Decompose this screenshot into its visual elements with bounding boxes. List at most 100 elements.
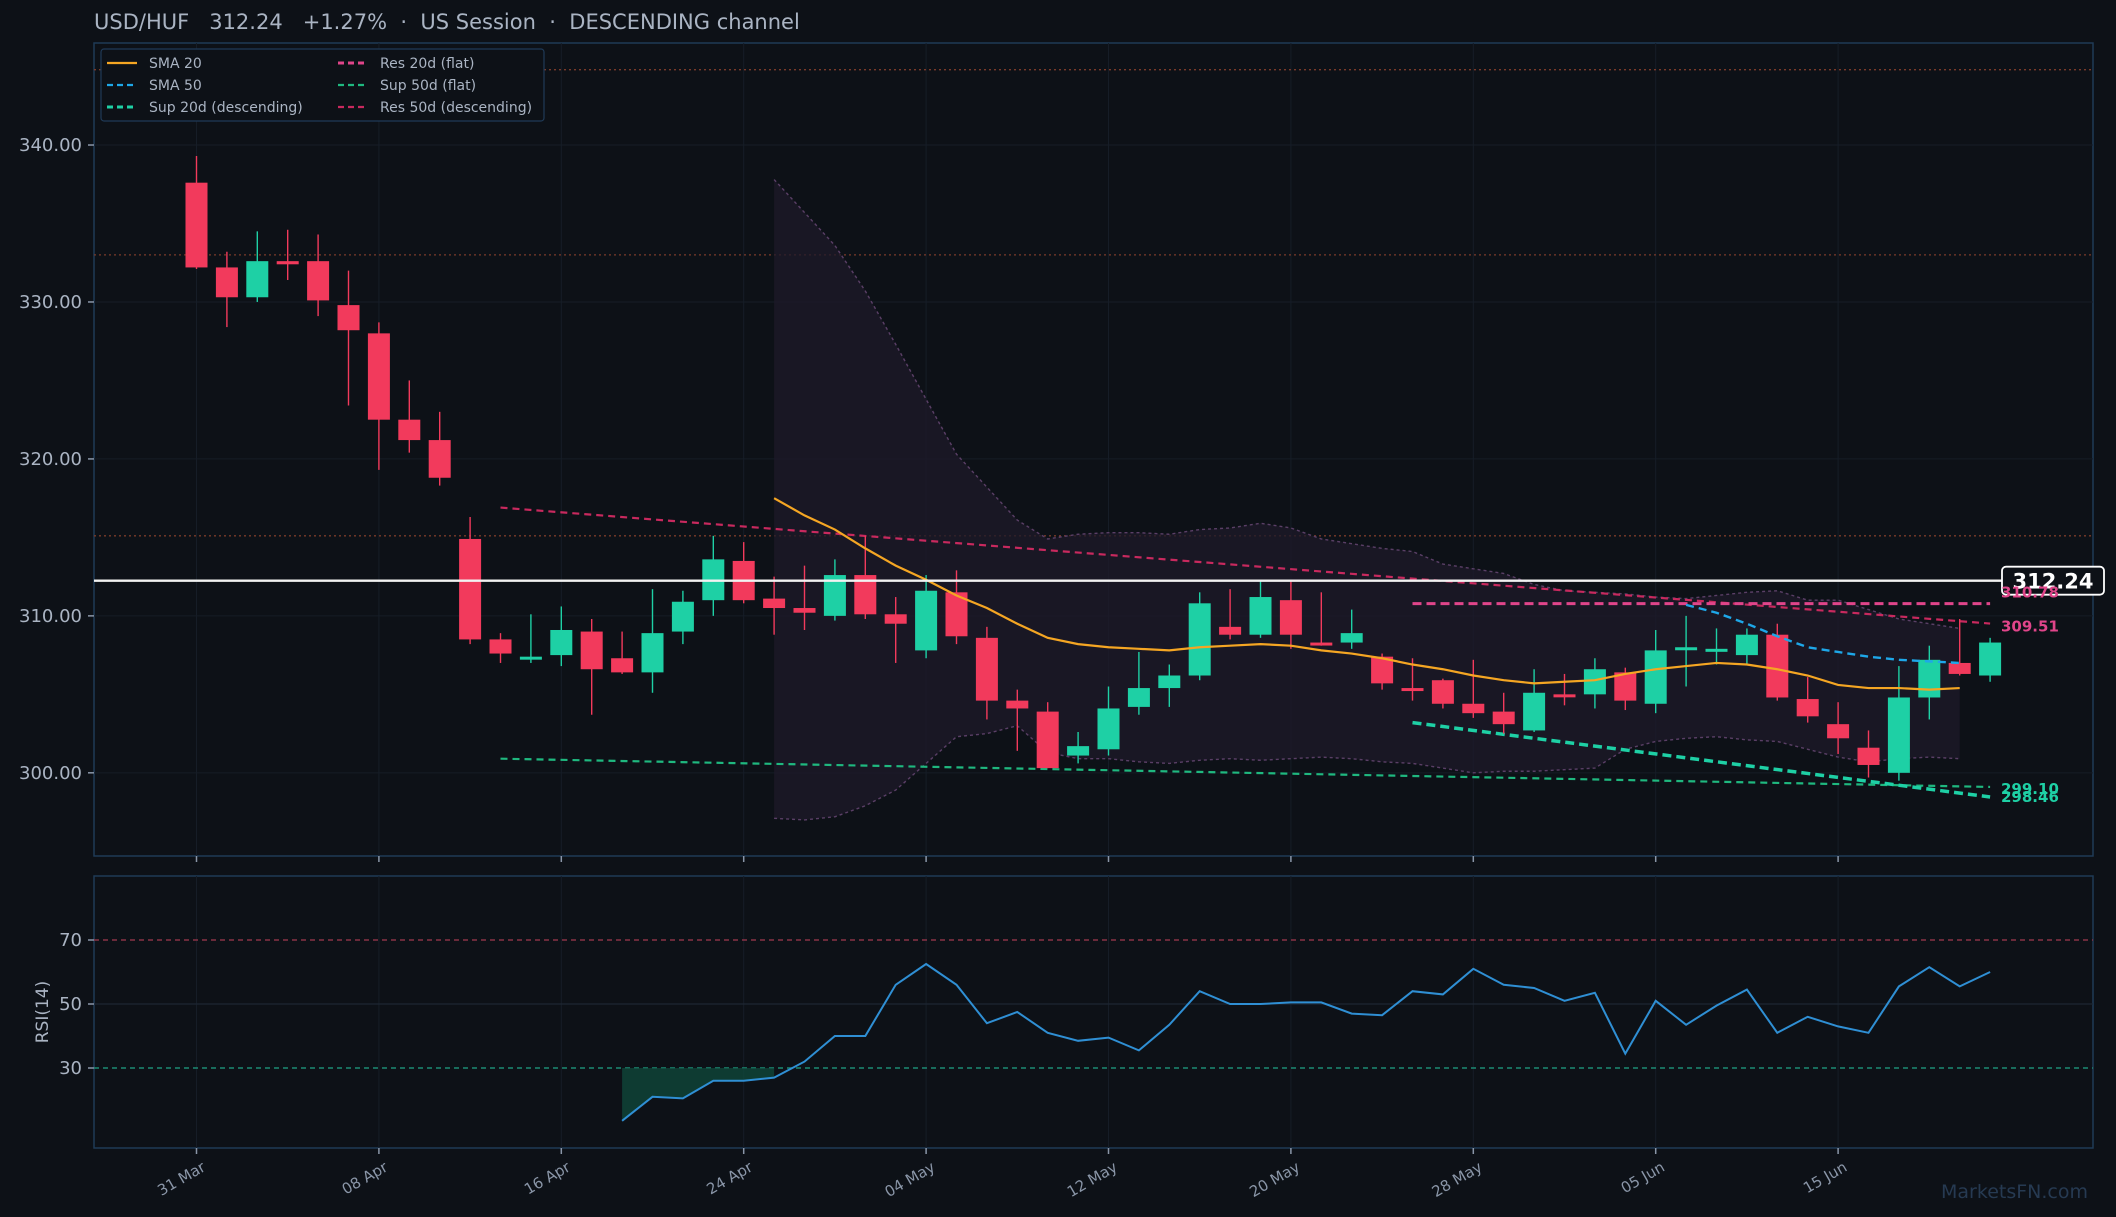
candle-bull <box>519 614 542 663</box>
candle-body <box>611 658 634 673</box>
res-50d-line <box>500 506 1991 625</box>
res-50d-label: 309.51 <box>2001 618 2059 636</box>
candle-body <box>489 639 512 654</box>
candle-bull <box>1249 581 1272 638</box>
candle-body <box>367 333 390 420</box>
candle-bear <box>1036 702 1059 769</box>
candle-body <box>1158 675 1181 689</box>
candle-body <box>793 608 816 613</box>
legend-box <box>100 48 545 122</box>
candle-bear <box>611 631 634 674</box>
sup-50d-label: 299.10 <box>2001 780 2059 798</box>
candle-body <box>854 575 877 615</box>
candle-body <box>1340 633 1363 643</box>
candle-bear <box>1462 659 1485 718</box>
rsi-line <box>621 962 1991 1122</box>
legend-item: SMA 20 <box>107 56 202 72</box>
candle-bear <box>1857 730 1880 778</box>
candle-bear <box>793 565 816 630</box>
candle-bull <box>246 231 269 302</box>
rsi-panel <box>93 875 2094 1149</box>
candle-body <box>276 261 299 265</box>
candle-body <box>1644 650 1667 704</box>
legend: SMA 20 SMA 50 Sup 20d (descending) Res 20d … <box>100 48 545 122</box>
candle-bear <box>945 570 968 645</box>
candle-bear <box>854 535 877 620</box>
y-tick-label: 310.00 <box>19 606 82 627</box>
candle-body <box>1492 711 1515 725</box>
x-tick-label: 24 Apr <box>704 1157 757 1198</box>
candle-bull <box>1340 609 1363 649</box>
candle-bull <box>1523 669 1546 733</box>
candle-bull <box>1583 658 1606 709</box>
candle-bull <box>1644 629 1667 714</box>
candle-bear <box>1948 619 1971 676</box>
candle-body <box>1401 688 1424 692</box>
candle-bull <box>1127 651 1150 715</box>
candle-bear <box>489 633 512 663</box>
sma20-line <box>773 497 1960 691</box>
x-tick-label: 05 Jun <box>1618 1158 1668 1197</box>
candle-body <box>823 575 846 616</box>
candle-bear <box>1431 678 1454 709</box>
candle-bull <box>671 590 694 645</box>
candle-bear <box>884 597 907 663</box>
candle-bear <box>975 626 998 720</box>
candle-bear <box>337 270 360 406</box>
candle-body <box>945 592 968 637</box>
x-tick-label: 08 Apr <box>339 1157 392 1198</box>
candle-body <box>1918 659 1941 698</box>
candle-bull <box>1158 664 1181 707</box>
candle-bull <box>1918 645 1941 720</box>
sma50-line <box>1685 603 1960 665</box>
candle-bull <box>1887 666 1910 781</box>
candle-bear <box>1796 677 1819 723</box>
x-tick-label: 31 Mar <box>154 1157 209 1199</box>
candle-bear <box>398 380 421 453</box>
candle-body <box>1279 600 1302 635</box>
legend-item: Res 50d (descending) <box>338 100 532 116</box>
res-20d-label: 310.78 <box>2001 584 2059 602</box>
candle-body <box>580 631 603 670</box>
candle-body <box>428 440 451 478</box>
y-tick-label: 300.00 <box>19 763 82 784</box>
candle-bear <box>185 156 208 270</box>
candle-bear <box>1553 673 1576 706</box>
candle-bull <box>823 559 846 621</box>
candle-bear <box>1219 589 1242 640</box>
candle-body <box>1583 669 1606 695</box>
legend-item: Res 20d (flat) <box>338 56 474 72</box>
candle-body <box>1735 634 1758 656</box>
candle-body <box>337 305 360 331</box>
candle-body <box>519 656 542 660</box>
candle-bull <box>1188 592 1211 681</box>
candle-body <box>1249 597 1272 635</box>
legend-label: Res 50d (descending) <box>380 100 532 116</box>
candle-bear <box>215 251 238 328</box>
candle-body <box>1310 642 1333 646</box>
candle-body <box>398 419 421 441</box>
band-upper <box>773 179 1960 630</box>
candle-body <box>1766 634 1789 698</box>
rsi-axis-label: RSI(14) <box>33 981 53 1044</box>
candle-body <box>1036 711 1059 769</box>
candle-body <box>671 601 694 632</box>
candle-bear <box>1492 692 1515 734</box>
candle-body <box>1553 694 1576 698</box>
legend-label: Sup 20d (descending) <box>149 100 303 116</box>
candle-bear <box>307 234 330 317</box>
candle-body <box>1675 647 1698 651</box>
candle-body <box>1796 699 1819 717</box>
candle-body <box>1887 697 1910 773</box>
candle-body <box>1462 703 1485 714</box>
candle-body <box>1067 746 1090 756</box>
candle-body <box>915 590 938 651</box>
candle-body <box>1219 626 1242 635</box>
candle-body <box>185 182 208 268</box>
candle-body <box>246 261 269 298</box>
candle-bear <box>1006 689 1029 751</box>
candle-bull <box>641 589 664 693</box>
watermark: MarketsFN.com <box>1941 1181 2088 1203</box>
candle-bull <box>1735 628 1758 665</box>
